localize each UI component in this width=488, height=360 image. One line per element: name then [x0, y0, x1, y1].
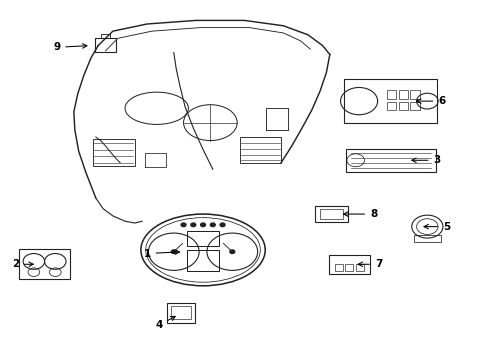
Text: 2: 2 — [12, 259, 33, 269]
Bar — [355, 264, 363, 271]
Bar — [93, 139, 135, 166]
Bar — [187, 250, 218, 271]
Bar — [187, 230, 218, 246]
Text: 8: 8 — [343, 209, 377, 219]
Text: 1: 1 — [143, 248, 179, 258]
Bar — [398, 102, 407, 111]
Bar — [95, 38, 116, 51]
Bar — [239, 137, 281, 163]
Circle shape — [181, 223, 185, 226]
Text: 6: 6 — [416, 96, 445, 106]
Circle shape — [210, 223, 215, 226]
Bar — [334, 264, 342, 271]
Bar — [319, 209, 342, 219]
Text: 9: 9 — [53, 42, 87, 52]
Circle shape — [220, 223, 224, 226]
Bar — [386, 102, 395, 111]
Bar — [344, 79, 436, 123]
Bar — [345, 149, 435, 172]
Text: 3: 3 — [411, 155, 440, 165]
Bar — [398, 90, 407, 99]
Bar — [171, 306, 190, 319]
Circle shape — [229, 250, 234, 253]
Bar — [409, 102, 419, 111]
Bar — [345, 264, 352, 271]
Bar — [413, 234, 440, 242]
Bar — [314, 206, 347, 222]
Text: 5: 5 — [423, 222, 449, 231]
Bar — [409, 90, 419, 99]
Bar — [167, 303, 194, 323]
Text: 7: 7 — [357, 259, 382, 269]
Circle shape — [171, 250, 176, 253]
Text: 4: 4 — [155, 316, 175, 330]
Circle shape — [190, 223, 195, 226]
Circle shape — [200, 223, 205, 226]
Bar — [328, 255, 369, 274]
Bar — [19, 249, 70, 279]
Bar — [386, 90, 395, 99]
